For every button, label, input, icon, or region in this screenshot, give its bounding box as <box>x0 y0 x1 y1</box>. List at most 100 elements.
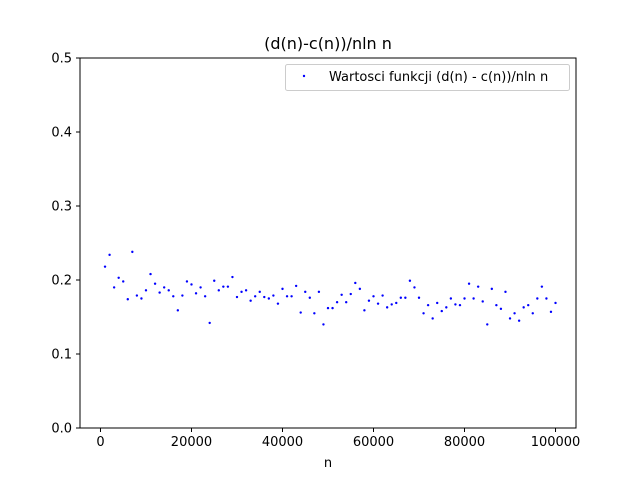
data-point <box>331 306 334 310</box>
data-point <box>135 294 139 297</box>
data-point <box>267 297 271 300</box>
data-point <box>308 296 311 299</box>
data-point <box>153 282 157 285</box>
data-point <box>431 317 434 320</box>
data-point <box>317 290 321 294</box>
data-point <box>404 296 407 299</box>
data-point <box>108 253 111 257</box>
data-point <box>417 296 421 299</box>
data-point <box>131 250 134 254</box>
data-point <box>481 300 484 303</box>
data-point <box>122 280 125 283</box>
data-point <box>290 295 293 298</box>
data-point <box>285 295 289 298</box>
data-point <box>253 295 257 298</box>
data-point <box>536 297 539 300</box>
data-point <box>472 297 475 300</box>
y-axis-ticks: 0.0 0.1 0.2 0.3 0.4 0.5 <box>51 52 80 437</box>
x-axis-ticks: 0 20000 40000 60000 80000 100000 <box>96 428 580 450</box>
data-point <box>340 293 343 296</box>
data-point <box>367 299 371 302</box>
data-point <box>103 265 107 268</box>
legend-box <box>285 64 570 91</box>
legend-marker <box>302 74 306 78</box>
data-point <box>231 275 234 279</box>
y-tick-label: 0.4 <box>51 126 72 141</box>
x-tick-label: 40000 <box>262 435 303 450</box>
data-point <box>167 289 170 292</box>
data-point <box>140 297 143 300</box>
data-point <box>440 309 443 313</box>
data-point <box>213 279 216 282</box>
y-tick-label: 0.5 <box>51 52 72 67</box>
data-point <box>217 289 220 292</box>
data-point <box>449 297 453 300</box>
data-point <box>458 303 462 307</box>
data-point <box>345 301 348 304</box>
data-point <box>172 295 175 298</box>
data-point <box>258 290 261 294</box>
data-point <box>508 317 512 320</box>
data-point <box>490 287 494 291</box>
y-tick-label: 0.3 <box>51 200 72 215</box>
data-point <box>540 285 544 288</box>
data-point <box>335 301 339 304</box>
data-point <box>149 272 152 276</box>
data-point <box>467 282 471 285</box>
data-point <box>126 298 129 301</box>
data-point <box>385 306 389 309</box>
data-point <box>395 301 398 305</box>
data-point <box>390 303 393 306</box>
data-point <box>226 285 230 288</box>
data-point <box>185 280 189 283</box>
data-point <box>545 297 548 300</box>
data-point <box>112 286 116 289</box>
data-point <box>454 303 457 306</box>
data-point <box>554 301 557 305</box>
plot-area-frame <box>79 57 577 429</box>
data-point <box>194 292 198 295</box>
data-point <box>354 281 357 285</box>
data-point <box>549 310 553 314</box>
data-point <box>326 306 330 310</box>
legend-label: Wartosci funkcji (d(n) - c(n))/nln n <box>329 70 548 85</box>
data-point <box>144 289 148 292</box>
data-point <box>422 312 425 315</box>
data-point <box>522 306 525 309</box>
data-point <box>499 307 503 311</box>
data-point <box>244 289 248 292</box>
data-point <box>413 286 416 289</box>
chart-title: (d(n)-c(n))/nln n <box>264 34 392 53</box>
data-point <box>272 294 275 297</box>
data-point <box>349 292 352 296</box>
x-tick-label: 0 <box>96 435 104 450</box>
y-tick-label: 0.0 <box>51 422 72 437</box>
data-point <box>408 279 412 282</box>
data-point <box>363 309 366 312</box>
data-point <box>158 291 161 294</box>
legend: Wartosci funkcji (d(n) - c(n))/nln n <box>285 64 570 91</box>
data-point <box>426 303 430 307</box>
x-tick-label: 60000 <box>353 435 394 450</box>
data-point <box>476 285 480 288</box>
data-point <box>235 295 239 299</box>
data-point <box>358 287 362 291</box>
data-point <box>199 286 202 289</box>
x-tick-label: 100000 <box>531 435 581 450</box>
data-point <box>276 302 280 305</box>
data-point <box>372 295 375 298</box>
data-point <box>313 312 316 315</box>
data-point <box>531 312 534 315</box>
data-point <box>381 294 384 297</box>
data-point <box>203 295 207 298</box>
data-point <box>495 303 498 307</box>
data-point <box>376 302 380 305</box>
data-point <box>436 301 439 305</box>
data-point <box>527 303 530 307</box>
x-tick-label: 20000 <box>171 435 212 450</box>
data-point <box>322 323 325 326</box>
scatter-points <box>103 250 557 326</box>
data-point <box>304 290 307 294</box>
data-point <box>294 284 298 288</box>
